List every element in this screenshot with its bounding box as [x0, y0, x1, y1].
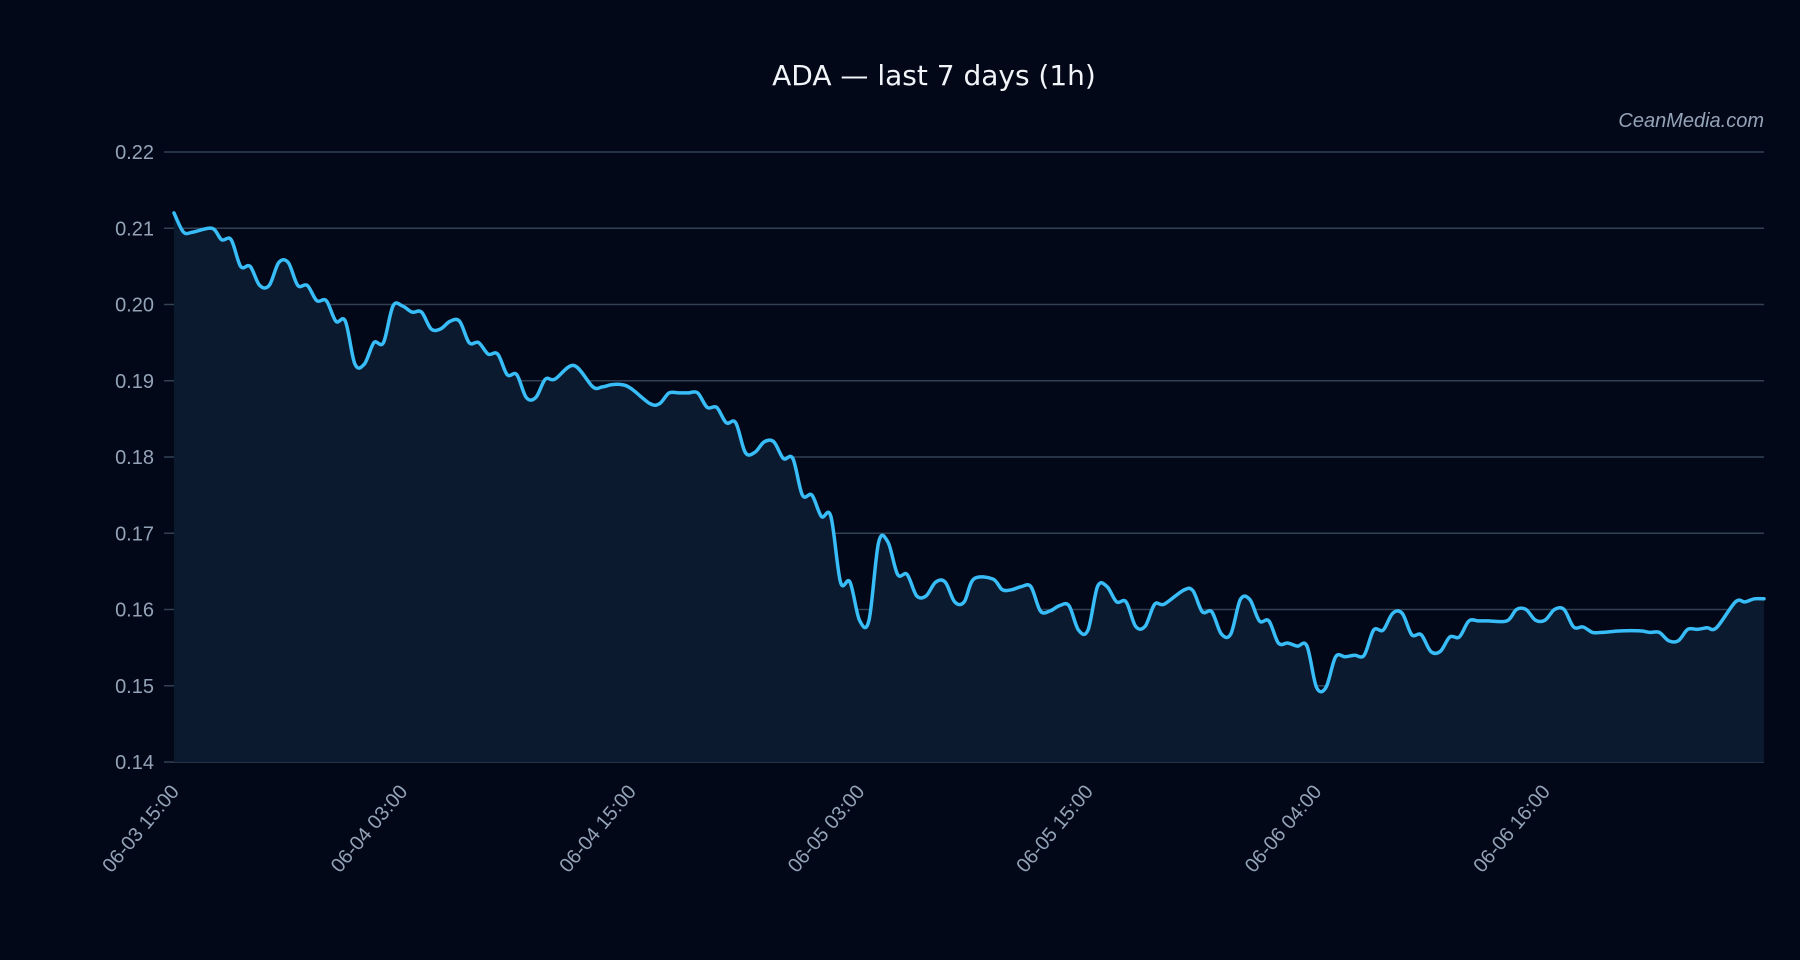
y-tick-label: 0.16 — [115, 600, 154, 622]
y-tick-label: 0.21 — [115, 218, 154, 240]
y-tick-label: 0.19 — [115, 371, 154, 393]
chart-title: ADA — last 7 days (1h) — [772, 59, 1096, 92]
price-line — [172, 211, 1766, 694]
y-tick-label: 0.14 — [115, 752, 154, 774]
watermark: CeanMedia.com — [1618, 110, 1764, 132]
y-tick-label: 0.18 — [115, 447, 154, 469]
y-tick-label: 0.17 — [115, 523, 154, 545]
y-axis-tick-labels: 0.14 0.15 0.16 0.17 0.18 0.19 0.20 0.21 0.22 — [115, 142, 154, 774]
y-tick-label: 0.22 — [115, 142, 154, 164]
y-tick-label: 0.15 — [115, 676, 154, 698]
y-tick-label: 0.20 — [115, 295, 154, 317]
price-area-fill — [174, 213, 1764, 762]
